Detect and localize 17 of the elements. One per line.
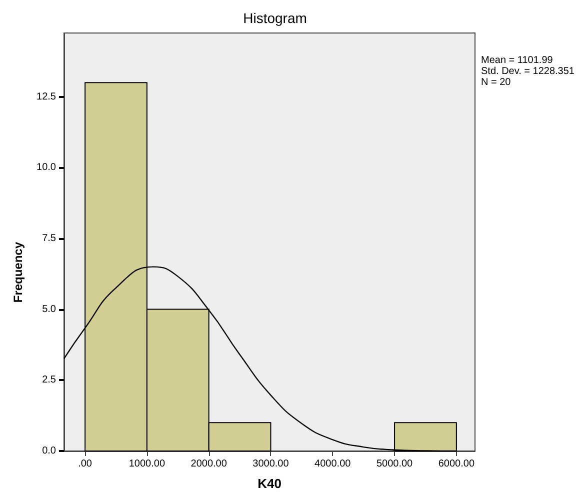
x-tick-label: 2000.00: [190, 458, 228, 470]
x-axis-title: K40: [258, 476, 282, 491]
x-tick-label: 1000.00: [128, 458, 166, 470]
chart-title: Histogram: [243, 10, 307, 26]
y-tick-label: 10.0: [36, 162, 56, 174]
y-tick-label: 2.5: [42, 374, 56, 386]
x-tick-label: 4000.00: [314, 458, 352, 470]
y-tick-label: 7.5: [42, 232, 56, 244]
x-tick-label: 6000.00: [438, 458, 475, 470]
y-axis-title: Frequency: [11, 242, 25, 303]
x-tick-label: 3000.00: [252, 458, 290, 470]
y-tick-label: 0.0: [42, 446, 56, 456]
text: Mean = 1101.99 Std. Dev. = 1228.351 N = 20: [481, 55, 575, 88]
x-tick-label: 5000.00: [376, 458, 414, 470]
y-tick-label: 12.5: [36, 91, 56, 102]
x-tick-label: .00: [78, 458, 92, 470]
y-tick-label: 5.0: [42, 304, 56, 315]
